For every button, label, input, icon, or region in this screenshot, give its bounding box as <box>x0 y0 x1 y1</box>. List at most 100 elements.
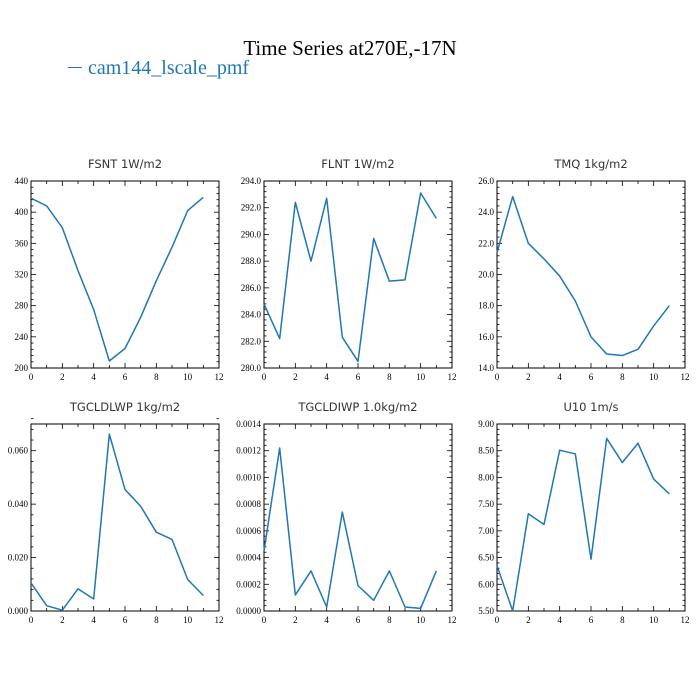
x-tick-label: 8 <box>387 615 392 625</box>
x-tick-label: 4 <box>324 615 329 625</box>
chart-title: TGCLDIWP 1.0kg/m2 <box>297 400 417 414</box>
x-tick-label: 10 <box>649 372 659 382</box>
x-tick-label: 12 <box>681 372 690 382</box>
y-tick-label: 0.0000 <box>236 606 261 616</box>
chart-title: TGCLDLWP 1kg/m2 <box>69 400 180 414</box>
legend: cam144_lscale_pmf <box>68 57 249 80</box>
x-tick-label: 6 <box>356 615 361 625</box>
x-tick-label: 4 <box>324 372 329 382</box>
x-tick-label: 0 <box>262 372 267 382</box>
y-tick-label: 282.0 <box>241 336 262 346</box>
y-tick-label: 400 <box>15 207 29 217</box>
y-tick-label: 0.0004 <box>236 553 261 563</box>
x-tick-label: 8 <box>620 615 625 625</box>
x-tick-label: 0 <box>495 615 500 625</box>
x-tick-label: 12 <box>448 615 457 625</box>
chart-panel-1: FSNT 1W/m2 0 2 4 6 8 10 12 200 240 280 320 360 400 440 <box>15 157 224 382</box>
x-tick-label: 10 <box>183 615 193 625</box>
x-tick-label: 12 <box>215 372 224 382</box>
x-tick-label: 2 <box>526 615 531 625</box>
plot-frame <box>263 180 453 369</box>
y-tick-label: 0.040 <box>8 499 29 509</box>
y-tick-label: 0.0014 <box>236 419 261 429</box>
chart-panel-2: FLNT 1W/m2 0 2 4 6 8 10 12 280.0 282.0 284.0 286.0 2… <box>241 157 457 382</box>
chart-title: FSNT 1W/m2 <box>88 157 162 171</box>
series-line <box>263 192 437 363</box>
series-line <box>30 196 204 362</box>
x-tick-label: 4 <box>91 615 96 625</box>
y-tick-label: 0.0006 <box>236 526 261 536</box>
plot-frame <box>496 180 686 369</box>
x-tick-label: 10 <box>183 372 193 382</box>
y-tick-label: 8.50 <box>478 446 494 456</box>
y-tick-label: 16.0 <box>478 332 494 342</box>
legend-label: cam144_lscale_pmf <box>88 57 250 79</box>
x-tick-label: 8 <box>387 372 392 382</box>
plot-frame <box>30 180 220 369</box>
y-tick-label: 360 <box>15 238 29 248</box>
chart-title: U10 1m/s <box>563 400 618 414</box>
x-tick-label: 4 <box>91 372 96 382</box>
x-tick-label: 12 <box>681 615 690 625</box>
y-tick-label: 280 <box>15 301 29 311</box>
x-tick-label: 12 <box>448 372 457 382</box>
y-tick-label: 292.0 <box>241 203 262 213</box>
x-tick-label: 8 <box>620 372 625 382</box>
x-tick-label: 0 <box>29 372 34 382</box>
y-tick-label: 240 <box>15 332 29 342</box>
x-tick-label: 2 <box>293 615 298 625</box>
legend-line-swatch <box>68 66 82 68</box>
y-tick-label: 9.00 <box>478 419 494 429</box>
chart-title: FLNT 1W/m2 <box>321 157 394 171</box>
chart-panel-4: TGCLDLWP 1kg/m2 0 2 4 6 8 10 12 0.000 0.020 0.040 0… <box>8 400 224 625</box>
y-tick-label: 0.060 <box>8 446 29 456</box>
y-tick-label: 0.000 <box>8 606 29 616</box>
y-tick-label: 20.0 <box>478 270 494 280</box>
series-line <box>496 437 670 612</box>
chart-panel-5: TGCLDIWP 1.0kg/m2 0 2 4 6 8 10 12 0.0000 0.0002 0.… <box>236 400 456 625</box>
x-tick-label: 4 <box>557 372 562 382</box>
series-line <box>263 447 438 610</box>
x-tick-label: 10 <box>416 372 426 382</box>
x-tick-label: 6 <box>123 615 128 625</box>
y-tick-label: 7.00 <box>478 526 494 536</box>
x-tick-label: 6 <box>589 615 594 625</box>
y-tick-label: 5.50 <box>478 606 494 616</box>
y-tick-label: 8.00 <box>478 472 494 482</box>
series-line <box>496 195 670 357</box>
x-tick-label: 2 <box>60 372 65 382</box>
y-tick-label: 7.50 <box>478 499 494 509</box>
y-tick-label: 0.0012 <box>236 446 261 456</box>
y-tick-label: 0.0008 <box>236 499 261 509</box>
x-tick-label: 0 <box>262 615 267 625</box>
x-tick-label: 0 <box>29 615 34 625</box>
chart-panel-3: TMQ 1kg/m2 0 2 4 6 8 10 12 14.0 16.0 18.0 20.0 22.0 2… <box>478 157 689 382</box>
x-tick-label: 4 <box>557 615 562 625</box>
x-tick-label: 10 <box>649 615 659 625</box>
x-tick-label: 2 <box>60 615 65 625</box>
y-tick-label: 280.0 <box>241 363 262 373</box>
y-tick-label: 24.0 <box>478 207 494 217</box>
x-tick-label: 6 <box>356 372 361 382</box>
y-tick-label: 320 <box>15 270 29 280</box>
y-tick-label: 22.0 <box>478 238 494 248</box>
y-tick-label: 18.0 <box>478 301 494 311</box>
x-tick-label: 8 <box>154 372 159 382</box>
y-tick-label: 294.0 <box>241 176 262 186</box>
x-tick-label: 6 <box>123 372 128 382</box>
y-tick-label: 286.0 <box>241 283 262 293</box>
chart-panel-6: U10 1m/s 0 2 4 6 8 10 12 5.50 6.00 6.50 7.00 7.50 8.0… <box>478 400 689 625</box>
y-tick-label: 0.0002 <box>236 579 261 589</box>
series-line <box>30 433 204 611</box>
chart-title: TMQ 1kg/m2 <box>553 157 627 171</box>
y-tick-label: 290.0 <box>241 229 262 239</box>
y-tick-label: 26.0 <box>478 176 494 186</box>
x-tick-label: 2 <box>293 372 298 382</box>
y-tick-label: 288.0 <box>241 256 262 266</box>
x-tick-label: 0 <box>495 372 500 382</box>
x-tick-label: 10 <box>416 615 426 625</box>
y-tick-label: 6.50 <box>478 553 494 563</box>
y-tick-label: 6.00 <box>478 579 494 589</box>
plot-frame <box>496 423 686 612</box>
